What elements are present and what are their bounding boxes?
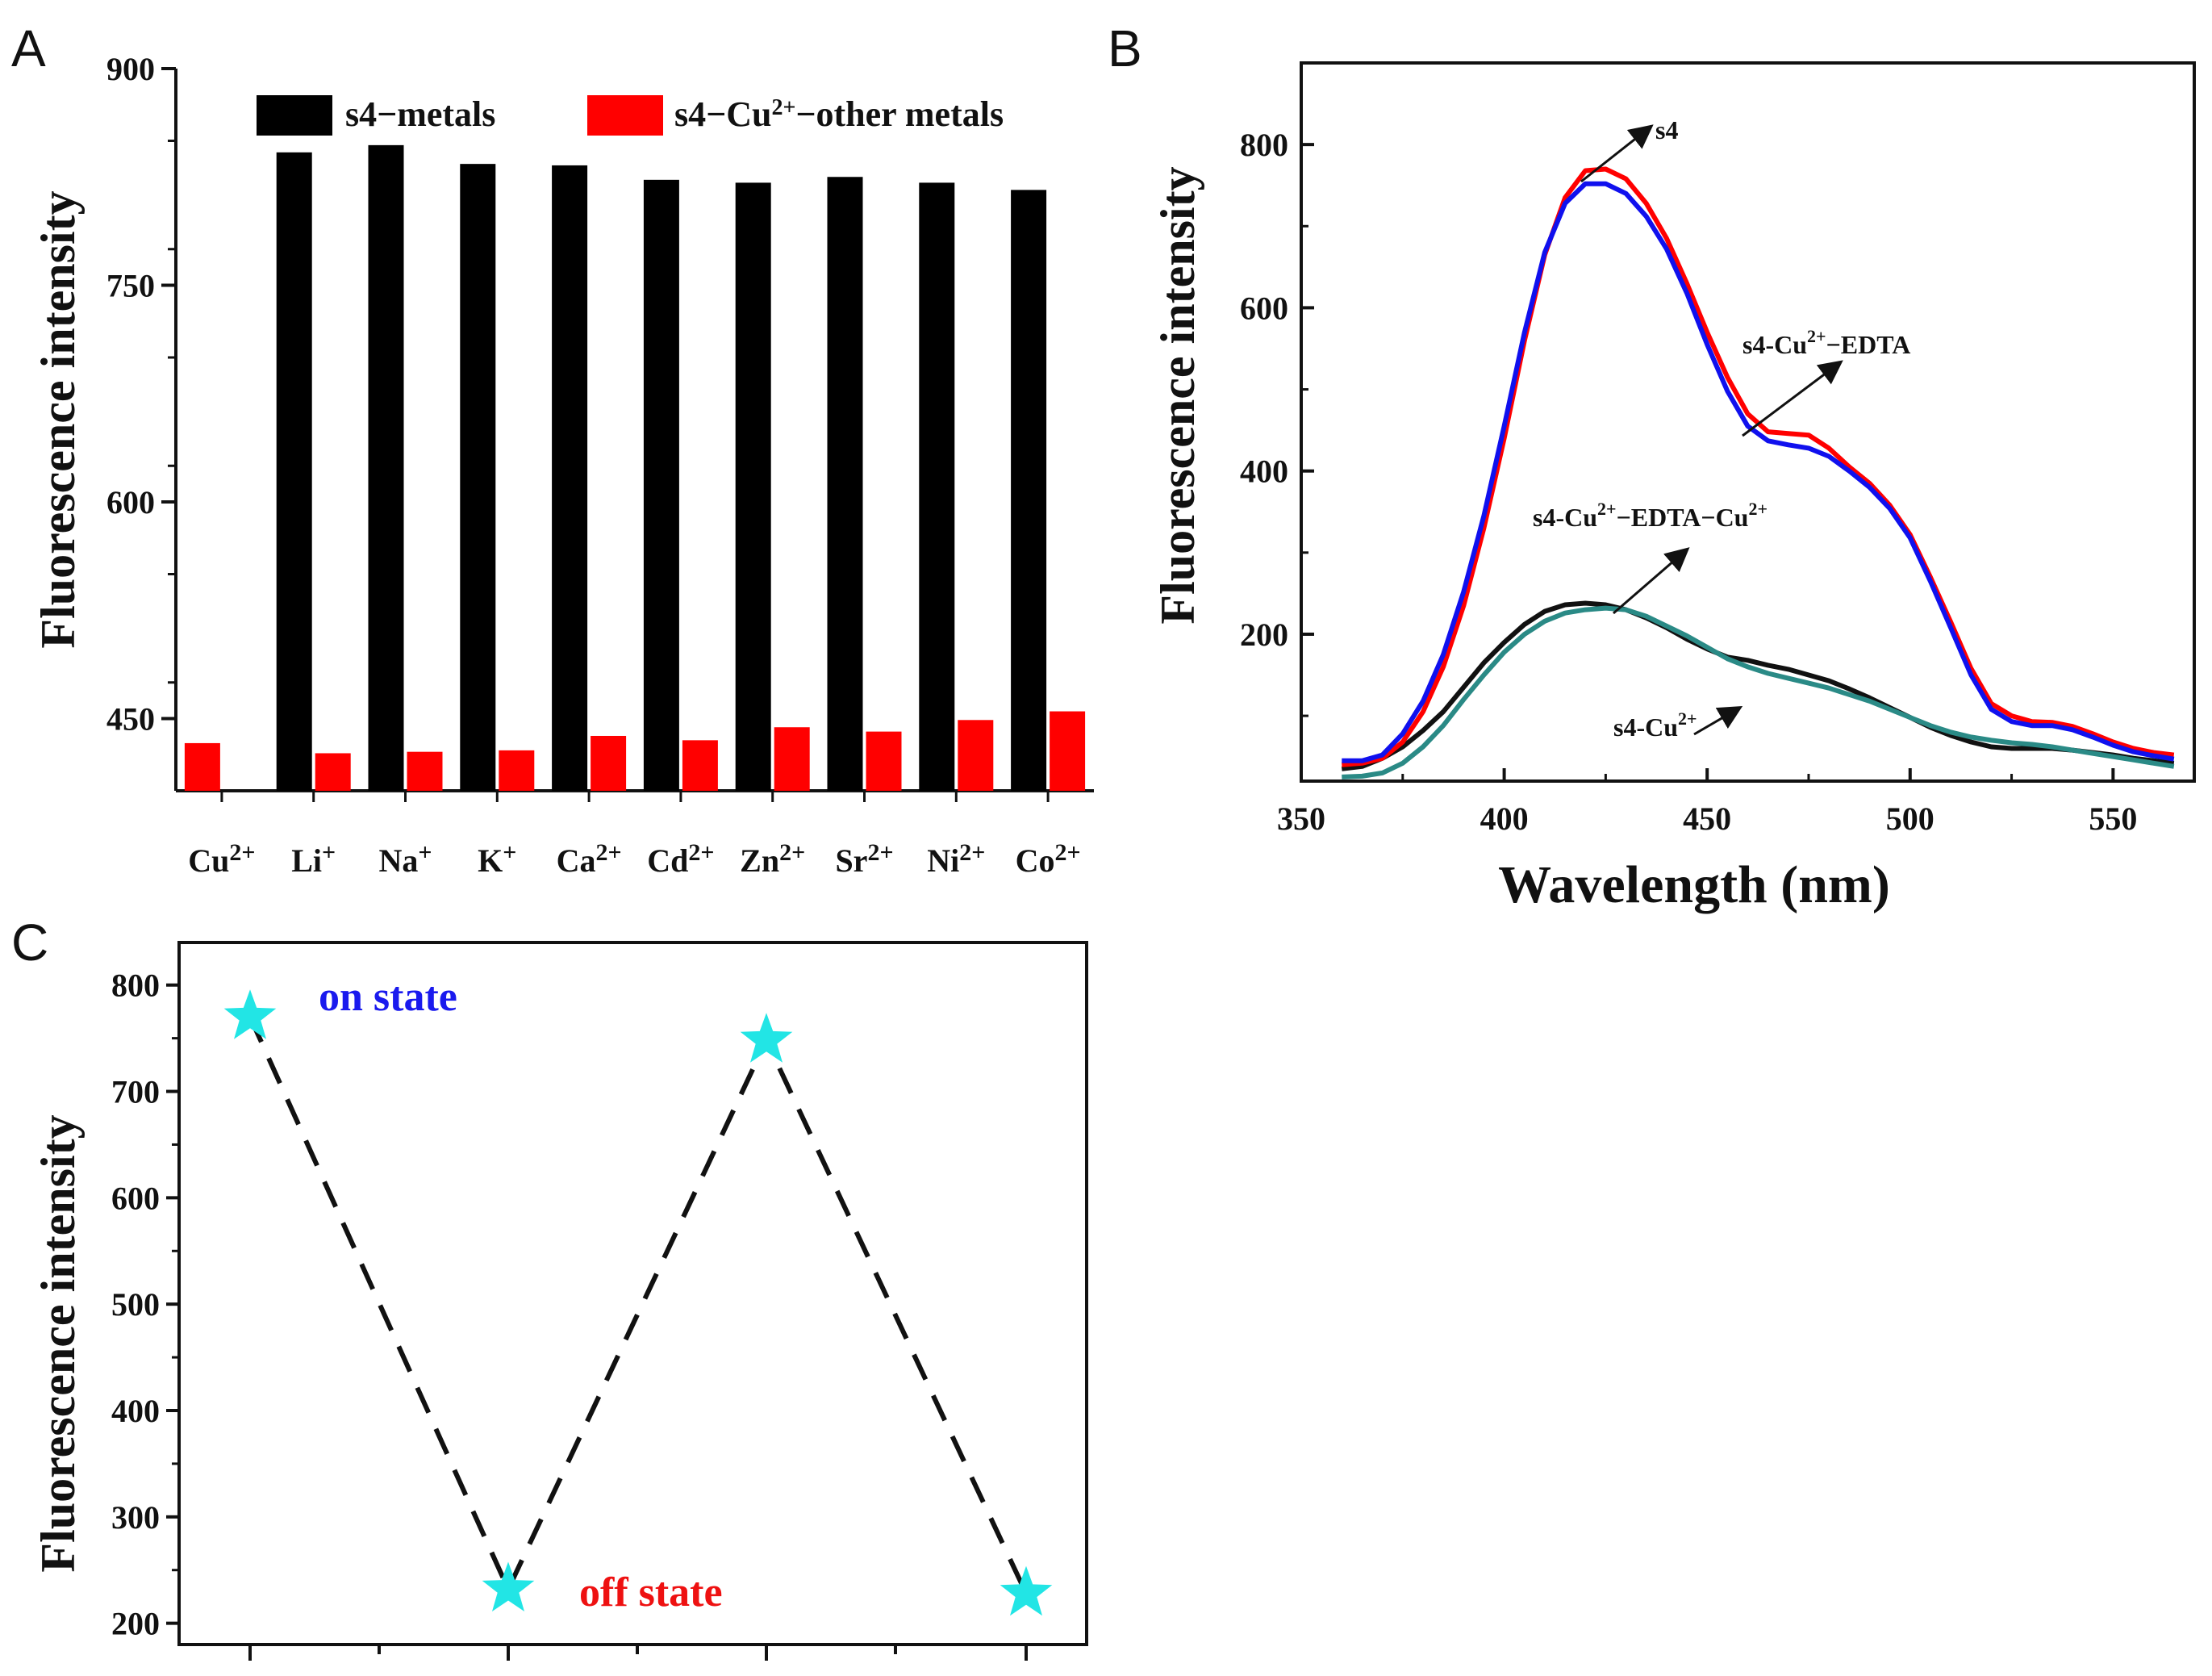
panel-a-bar-metals: [1011, 190, 1047, 792]
panel-a-bar-metals: [643, 179, 679, 791]
panel-c-scatter-chart: Fluorescence intensity 200 300 400 500 600 70…: [31, 941, 1088, 1661]
panel-b-arrow-s4-cu: [1693, 705, 1743, 736]
panel-b-arrow-s4-cu-edta: [1742, 360, 1843, 437]
panel-a-legend-swatch-cu-other: [587, 95, 663, 136]
panel-a-category-label: Ca2+: [557, 839, 622, 879]
panel-b-x-tick-label: 350: [1277, 800, 1325, 837]
panel-c-plot-frame: [177, 941, 1088, 1646]
panel-a-bar-cu-other-metals: [682, 740, 718, 791]
panel-b-x-tick-label: 500: [1886, 800, 1934, 837]
panel-letter-a: A: [11, 19, 46, 77]
panel-b-x-tick-label: 450: [1683, 800, 1731, 837]
panel-c-star-marker: [1000, 1565, 1053, 1616]
panel-a-bar-cu-other-metals: [591, 735, 627, 791]
panel-a-bar-metals: [368, 144, 404, 791]
panel-b-annotation-s4-cu-edta-cu: s4-Cu2+−EDTA−Cu2+: [1533, 499, 1768, 532]
panel-b-line-s4-cu-edta-cu: [1341, 600, 2175, 771]
panel-b-arrow-s4-cu-edta-cu: [1613, 547, 1690, 615]
panel-a-bar-metals: [827, 177, 863, 791]
panel-a-category-label: Zn2+: [740, 839, 805, 879]
panel-b-y-tick-label: 800: [1240, 127, 1288, 163]
panel-c-star-marker: [740, 1013, 793, 1063]
panel-b-y-tick-label: 200: [1240, 616, 1288, 653]
panel-a-category-label: Cd2+: [647, 839, 714, 879]
panel-letter-b: B: [1108, 19, 1142, 77]
panel-a-category-label: Cu2+: [188, 839, 255, 879]
panel-b-annotation-s4-cu-edta: s4-Cu2+−EDTA: [1742, 326, 1910, 359]
panel-a-bar-cu-other-metals: [184, 742, 220, 791]
panel-c-y-tick-label: 200: [111, 1606, 160, 1642]
panel-a-bar-cu-other-metals: [866, 731, 902, 791]
panel-c-y-tick-label: 800: [111, 968, 160, 1004]
panel-b-x-tick-label: 400: [1480, 800, 1529, 837]
panel-a-bar-cu-other-metals: [1050, 711, 1086, 791]
panel-c-y-tick-label: 700: [111, 1074, 160, 1110]
panel-c-annotation-on-state: on state: [319, 974, 457, 1020]
panel-a-legend-label-metals: s4−metals: [345, 94, 495, 134]
panel-a-legend-swatch-metals: [257, 95, 332, 136]
panel-b-line-s4-cu-edta: [1342, 181, 2175, 763]
panel-c-y-axis-label: Fluorescence intensity: [31, 1114, 85, 1572]
panel-a-bar-metals: [276, 152, 312, 791]
panel-c-dashed-line: [248, 1016, 1029, 1595]
panel-b-plot-frame: [1300, 61, 2196, 783]
panel-a-y-tick-label: 750: [106, 268, 155, 304]
panel-a-bar-metals: [919, 182, 955, 791]
panel-c-y-tick-label: 300: [111, 1499, 160, 1536]
panel-a-legend-label-cu-other: s4−Cu2+−other metals: [674, 94, 1004, 134]
panel-a-category-label: Sr2+: [835, 839, 893, 879]
panel-a-bar-cu-other-metals: [499, 750, 535, 791]
panel-b-x-tick-label: 550: [2089, 800, 2137, 837]
panel-b-y-axis-label: Fluorescence intensity: [1151, 166, 1204, 624]
panel-b-line-chart: Fluorescence intensity Wavelength (nm) 3…: [1151, 61, 2196, 914]
panel-a-bar-metals: [460, 164, 496, 791]
panel-a-category-label: Na+: [379, 839, 432, 879]
panel-c-y-tick-label: 600: [111, 1180, 160, 1216]
panel-c-y-tick-label: 500: [111, 1286, 160, 1323]
panel-a-category-label: Ni2+: [927, 839, 985, 879]
panel-a-bar-cu-other-metals: [774, 727, 810, 791]
panel-b-y-tick-label: 400: [1240, 453, 1288, 490]
panel-b-annotation-s4-cu: s4-Cu2+: [1613, 708, 1697, 742]
panel-a-y-tick-label: 600: [106, 484, 155, 520]
panel-b-x-axis-label: Wavelength (nm): [1498, 855, 1890, 914]
panel-c-annotation-off-state: off state: [579, 1569, 723, 1615]
panel-a-bar-metals: [552, 165, 588, 791]
panel-c-star-marker: [482, 1561, 535, 1611]
panel-a-category-label: K+: [478, 839, 516, 879]
panel-a-bar-chart: Fluorescence intensity 450 600 750 900 Cu2+ L…: [31, 51, 1094, 879]
panel-b-arrow-s4: [1580, 124, 1654, 183]
panel-a-y-tick-label: 900: [106, 51, 155, 87]
panel-a-category-label: Co2+: [1016, 839, 1081, 879]
panel-a-bar-cu-other-metals: [315, 753, 351, 791]
panel-b-annotation-s4: s4: [1655, 115, 1678, 144]
panel-a-bar-metals: [735, 182, 771, 791]
panel-a-bar-cu-other-metals: [958, 720, 994, 791]
panel-a-y-tick-label: 450: [106, 701, 155, 738]
panel-a-bar-cu-other-metals: [407, 751, 443, 791]
panel-letter-c: C: [11, 913, 48, 972]
panel-c-y-tick-label: 400: [111, 1393, 160, 1429]
panel-b-y-tick-label: 600: [1240, 290, 1288, 326]
panel-b-line-s4-cu: [1342, 605, 2175, 779]
panel-a-y-axis-label: Fluorescence intensity: [31, 190, 85, 648]
panel-c-star-marker: [223, 989, 277, 1039]
panel-b-line-s4: [1342, 166, 2175, 767]
panel-a-category-label: Li+: [291, 839, 336, 879]
